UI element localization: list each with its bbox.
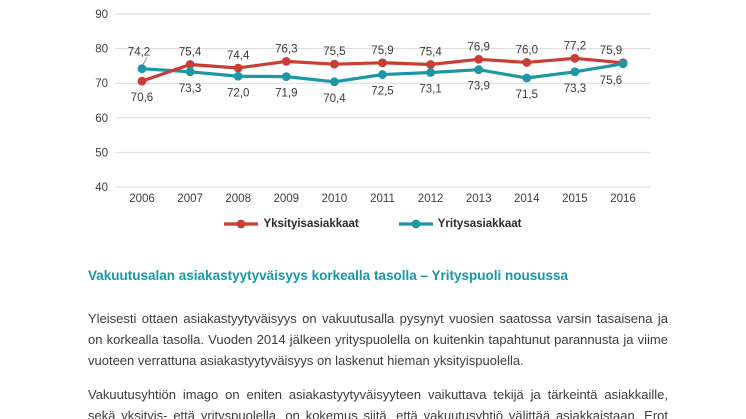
- svg-text:71,9: 71,9: [275, 88, 297, 100]
- chart-area: 40 50 60 70 80 90 2006 2007 2008 2009 2010 2011 2012…: [0, 9, 746, 235]
- svg-text:2015: 2015: [562, 193, 588, 205]
- svg-text:50: 50: [95, 147, 108, 159]
- svg-text:76,9: 76,9: [468, 41, 490, 53]
- svg-text:2016: 2016: [610, 193, 636, 205]
- customer-satisfaction-line-chart: 40 50 60 70 80 90 2006 2007 2008 2009 2010 2011 2012…: [95, 9, 650, 205]
- svg-text:75,9: 75,9: [371, 45, 393, 57]
- svg-text:2010: 2010: [322, 193, 348, 205]
- svg-text:73,3: 73,3: [564, 83, 586, 95]
- svg-text:2008: 2008: [225, 193, 251, 205]
- svg-text:60: 60: [95, 113, 108, 125]
- svg-text:80: 80: [95, 44, 108, 56]
- svg-text:75,6: 75,6: [600, 75, 622, 87]
- svg-text:77,2: 77,2: [564, 40, 586, 52]
- article-paragraph-1: Yleisesti ottaen asiakastyytyväisyys on …: [88, 311, 668, 368]
- legend-item-yritysasiakkaat: Yritysasiakkaat: [398, 218, 522, 230]
- article-heading: Vakuutusalan asiakastyytyväisyys korkeal…: [88, 268, 569, 284]
- legend-line-marker-red: [224, 219, 259, 229]
- svg-text:70,4: 70,4: [323, 93, 346, 105]
- legend-item-yksityisasiakkaat: Yksityisasiakkaat: [224, 218, 359, 230]
- svg-text:71,5: 71,5: [516, 89, 538, 101]
- svg-text:2014: 2014: [514, 193, 540, 205]
- svg-text:74,4: 74,4: [227, 50, 250, 62]
- svg-text:75,9: 75,9: [600, 45, 622, 57]
- svg-text:76,3: 76,3: [275, 43, 297, 55]
- svg-text:2009: 2009: [274, 193, 300, 205]
- svg-text:70,6: 70,6: [131, 92, 153, 104]
- svg-text:76,0: 76,0: [516, 44, 538, 56]
- svg-text:73,3: 73,3: [179, 83, 201, 95]
- svg-text:2006: 2006: [129, 193, 155, 205]
- svg-text:2013: 2013: [466, 193, 492, 205]
- svg-text:75,4: 75,4: [419, 47, 442, 59]
- svg-text:2007: 2007: [177, 193, 203, 205]
- svg-text:40: 40: [95, 182, 108, 194]
- svg-text:2012: 2012: [418, 193, 444, 205]
- chart-legend: Yksityisasiakkaat Yritysasiakkaat: [0, 213, 746, 235]
- svg-text:75,5: 75,5: [323, 46, 345, 58]
- svg-text:72,5: 72,5: [371, 86, 393, 98]
- svg-text:90: 90: [95, 9, 108, 21]
- article-paragraph-2: Vakuutusyhtiön imago on eniten asiakasty…: [88, 387, 668, 419]
- svg-text:70: 70: [95, 78, 108, 90]
- legend-line-marker-teal: [398, 219, 433, 229]
- svg-text:74,2: 74,2: [128, 47, 150, 59]
- svg-text:2011: 2011: [370, 193, 395, 205]
- legend-label-yksityisasiakkaat: Yksityisasiakkaat: [263, 218, 359, 230]
- svg-text:73,9: 73,9: [468, 81, 490, 93]
- legend-label-yritysasiakkaat: Yritysasiakkaat: [437, 218, 522, 230]
- svg-text:73,1: 73,1: [419, 83, 441, 95]
- svg-text:72,0: 72,0: [227, 87, 249, 99]
- svg-text:75,4: 75,4: [179, 47, 202, 59]
